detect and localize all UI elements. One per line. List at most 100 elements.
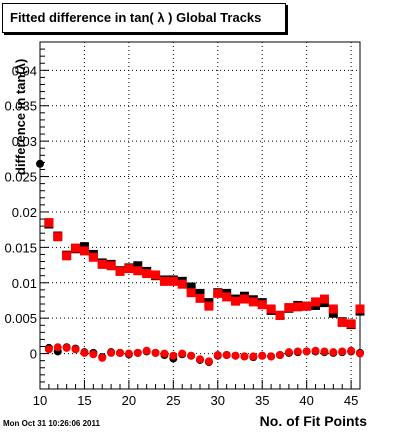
red-square-marker	[231, 296, 241, 306]
red-circle-marker	[151, 348, 160, 357]
x-tick-label: 40	[299, 393, 313, 408]
x-tick-label: 35	[255, 393, 269, 408]
chart-title: Fitted difference in tan( λ ) Global Tra…	[10, 10, 262, 25]
y-tick-label: 0.025	[4, 170, 37, 185]
axis-ticks: 10 15 20 25 30 35 40 45 0 0.005 0.01 0.015 0.02 0.025…	[4, 41, 361, 408]
red-circle-marker	[320, 347, 329, 356]
red-circle-marker	[231, 351, 240, 360]
red-circle-marker	[53, 343, 62, 352]
y-tick-label: 0.04	[12, 63, 37, 78]
red-circle-marker	[98, 353, 107, 362]
red-circle-marker	[133, 348, 142, 357]
y-tick-label: 0.005	[4, 311, 37, 326]
x-tick-label: 10	[33, 393, 47, 408]
y-tick-label: 0.015	[4, 240, 37, 255]
red-square-marker	[311, 297, 321, 307]
red-square-marker	[239, 294, 249, 304]
red-square-marker	[195, 293, 205, 303]
red-square-marker	[79, 246, 89, 256]
red-square-marker	[53, 232, 63, 242]
red-square-marker	[159, 276, 169, 286]
red-circle-marker	[62, 343, 71, 352]
x-tick-label: 25	[166, 393, 180, 408]
red-square-marker	[115, 266, 125, 276]
x-tick-label: 30	[211, 393, 225, 408]
red-circle-marker	[169, 351, 178, 360]
red-square-marker	[71, 243, 81, 253]
red-square-marker	[62, 251, 72, 261]
red-circle-marker	[258, 351, 267, 360]
red-square-marker	[142, 269, 152, 279]
red-square-marker	[319, 294, 329, 304]
red-square-marker	[133, 266, 143, 276]
y-tick-label: 0.035	[4, 99, 37, 114]
red-square-marker	[222, 292, 232, 302]
red-circle-marker	[107, 348, 116, 357]
black-square-marker	[186, 282, 196, 292]
chart-title-box: Fitted difference in tan( λ ) Global Tra…	[2, 3, 286, 33]
black-circle-marker	[36, 159, 44, 168]
red-circle-marker	[196, 355, 204, 364]
red-circle-marker	[302, 347, 311, 356]
red-square-marker	[293, 302, 303, 312]
red-square-marker	[257, 300, 267, 310]
y-tick-label: 0.03	[12, 134, 37, 149]
red-square-marker	[186, 288, 196, 298]
red-square-marker	[355, 304, 365, 314]
red-circle-marker	[80, 348, 89, 357]
y-tick-label: 0.01	[12, 276, 37, 291]
red-square-marker	[168, 276, 178, 286]
red-circle-marker	[356, 349, 364, 358]
x-axis-label: No. of Fit Points	[259, 413, 367, 429]
plot-frame	[39, 41, 361, 390]
red-circle-marker	[249, 352, 258, 361]
red-square-marker	[346, 319, 356, 329]
red-square-marker	[248, 297, 258, 307]
red-square-marker	[275, 310, 285, 320]
x-tick-label: 15	[77, 393, 91, 408]
red-square-marker	[124, 264, 134, 274]
red-square-marker	[106, 261, 116, 271]
red-circle-marker	[116, 348, 124, 357]
red-circle-marker	[213, 351, 222, 360]
red-square-marker	[97, 259, 107, 269]
red-circle-marker	[124, 349, 133, 358]
y-axis-label: difference in tan(λ)	[13, 58, 28, 175]
red-square-marker	[337, 317, 347, 327]
red-circle-marker	[71, 345, 80, 354]
red-circle-marker	[276, 351, 284, 360]
red-circle-marker	[347, 346, 356, 355]
red-square-marker	[204, 301, 214, 311]
red-circle-marker	[311, 346, 320, 355]
red-circle-marker	[89, 350, 98, 359]
grid-lines	[39, 42, 360, 389]
y-tick-label: 0.02	[12, 205, 37, 220]
red-circle-marker	[240, 352, 249, 361]
red-square-marker	[177, 279, 187, 289]
timestamp-footer: Mon Oct 31 10:26:06 2011	[3, 419, 100, 428]
red-square-marker	[302, 301, 312, 311]
red-circle-marker	[222, 351, 231, 360]
red-square-marker	[151, 270, 161, 280]
red-square-marker	[328, 304, 338, 314]
red-circle-marker	[293, 347, 302, 356]
x-tick-label: 45	[344, 393, 358, 408]
red-circle-marker	[338, 347, 347, 356]
red-square-marker	[284, 303, 294, 313]
red-square-marker	[44, 218, 54, 228]
data-markers	[36, 159, 365, 367]
red-circle-marker	[284, 348, 293, 357]
y-tick-label: 0	[30, 347, 37, 362]
red-circle-marker	[178, 349, 187, 358]
red-circle-marker	[44, 345, 53, 354]
red-square-marker	[213, 288, 223, 298]
red-circle-marker	[267, 352, 276, 361]
red-square-marker	[266, 304, 276, 314]
red-circle-marker	[204, 357, 213, 366]
red-circle-marker	[187, 351, 196, 360]
red-square-marker	[88, 252, 98, 262]
red-circle-marker	[142, 346, 151, 355]
x-tick-label: 20	[122, 393, 136, 408]
black-square-marker	[195, 288, 205, 298]
